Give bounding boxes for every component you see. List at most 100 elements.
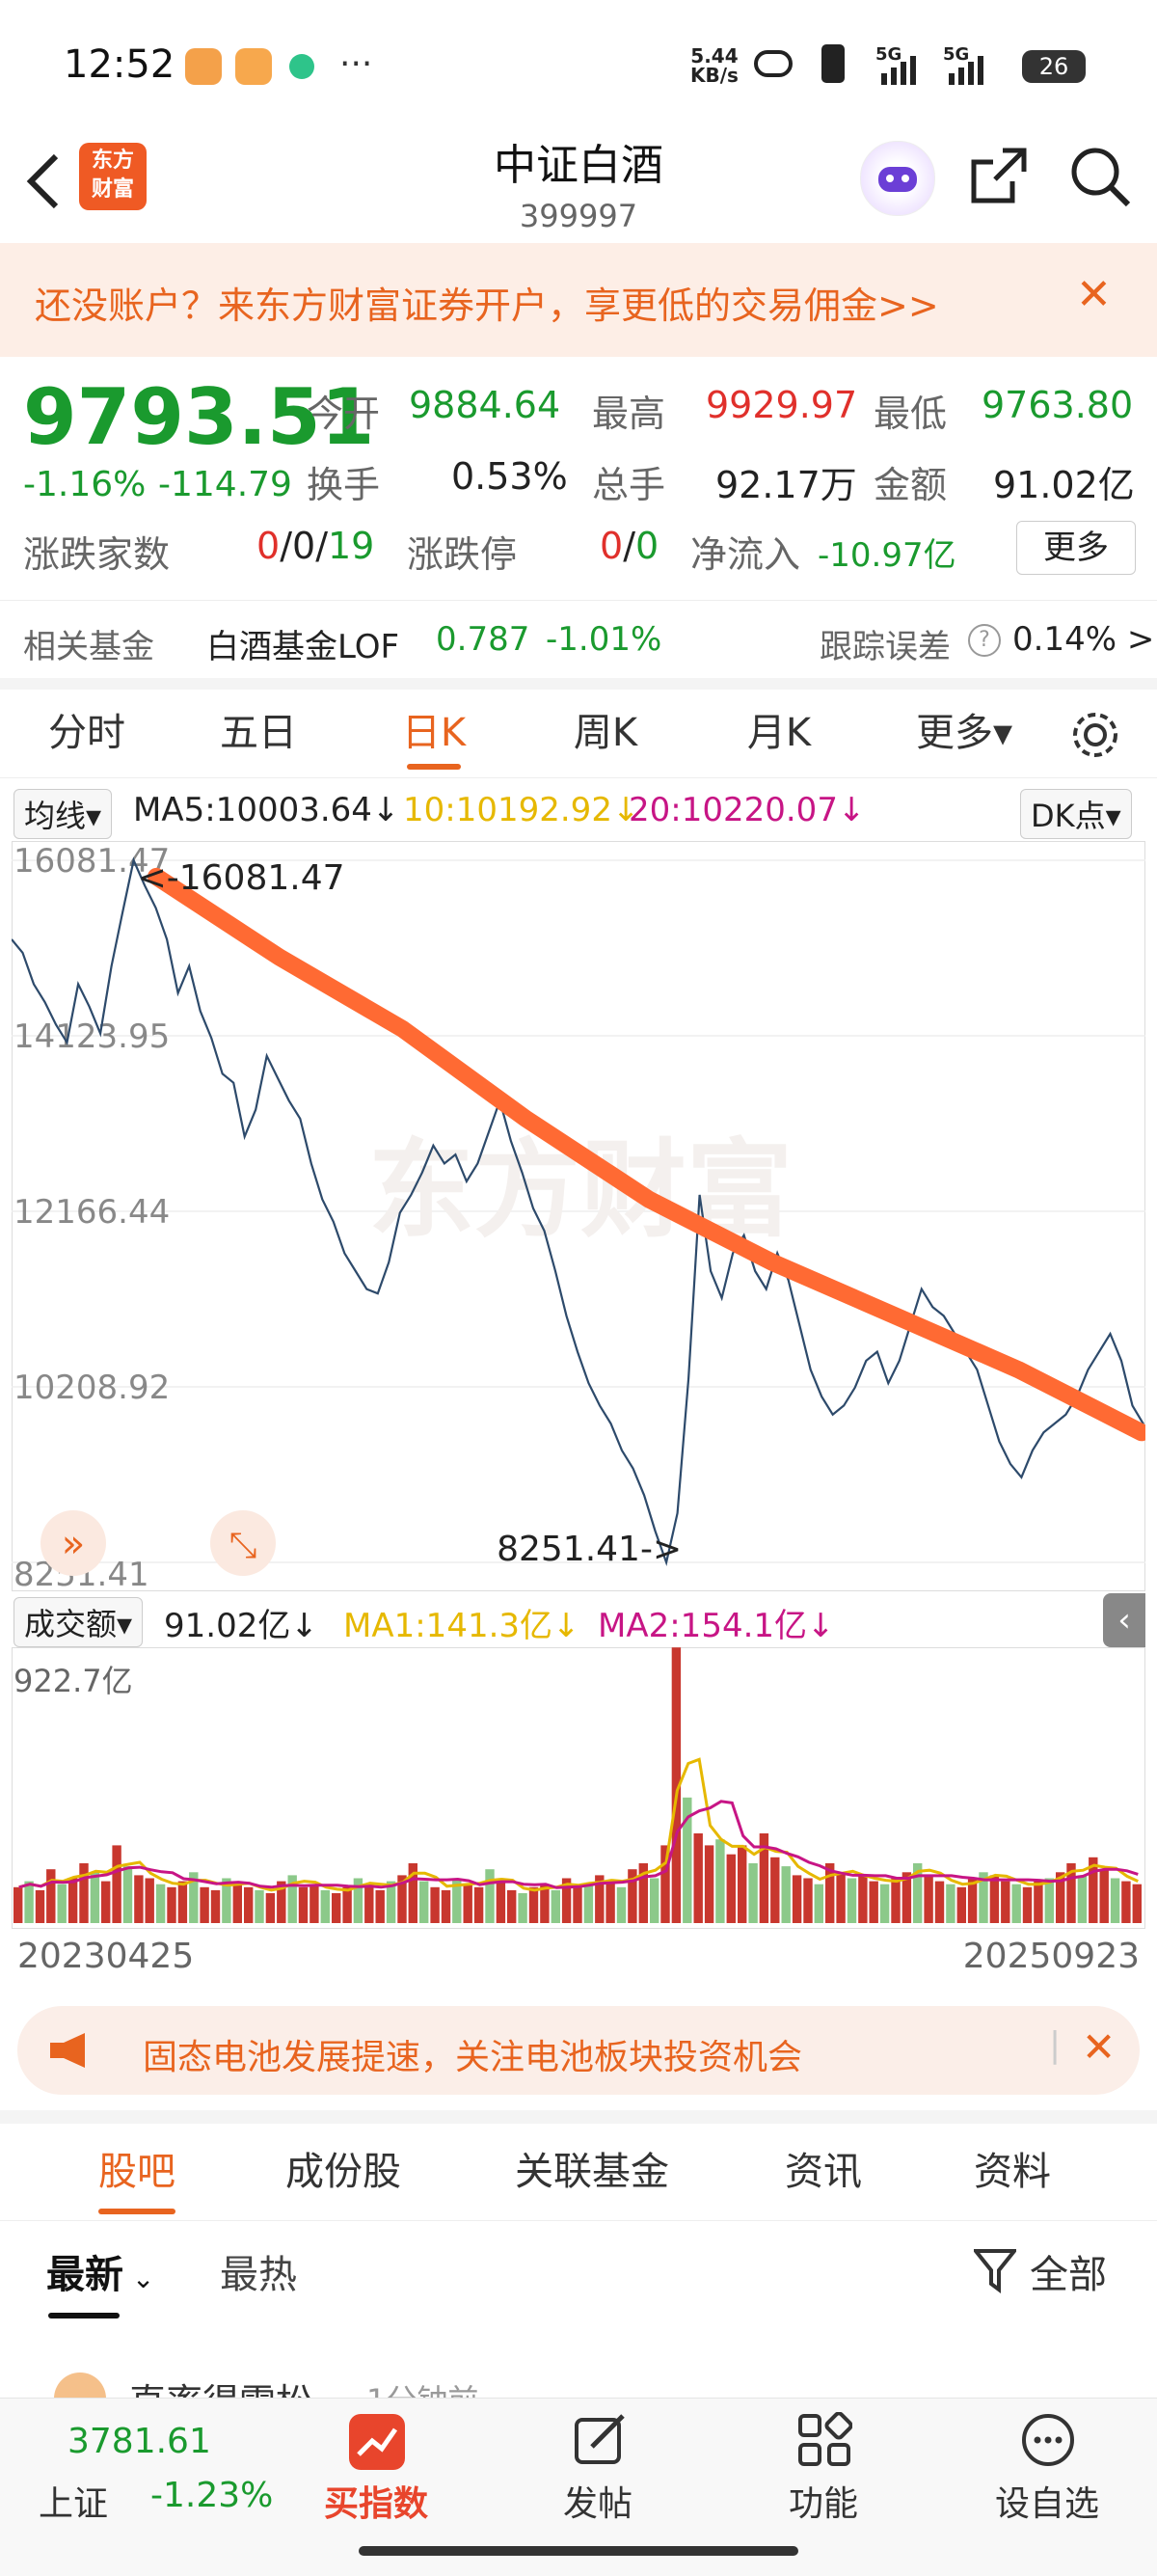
- add-watchlist-button[interactable]: 设自选: [980, 2399, 1115, 2562]
- signal-5g-label: 5G: [875, 44, 902, 65]
- volume-bar: [913, 1863, 923, 1923]
- content-tabs: 股吧 成份股 关联基金 资讯 资料: [0, 2110, 1157, 2221]
- tab-constituents[interactable]: 成份股: [285, 2150, 401, 2194]
- fullscreen-icon[interactable]: ⤡: [210, 1510, 276, 1576]
- volume-bar: [452, 1878, 462, 1923]
- signal-icon: [881, 56, 916, 85]
- price-chart-svg[interactable]: 东方财富 16081.4714123.9512166.4410208.92825…: [11, 840, 1150, 1594]
- account-banner[interactable]: 还没账户？来东方财富证券开户，享更低的交易佣金>> ✕: [0, 243, 1157, 357]
- functions-button[interactable]: 功能: [756, 2399, 891, 2562]
- back-icon[interactable]: [21, 150, 64, 212]
- page-title: 中证白酒: [494, 141, 663, 190]
- collapse-panel-icon[interactable]: ‹: [1103, 1593, 1145, 1647]
- tab-daily-k[interactable]: 日K: [376, 689, 492, 777]
- turnover-label: 换手: [307, 464, 381, 506]
- volume-chart[interactable]: 922.7亿: [11, 1646, 1146, 1930]
- turnover-value: 0.53%: [451, 455, 568, 498]
- volume-bar: [726, 1854, 736, 1923]
- kline-chart[interactable]: 东方财富 16081.4714123.9512166.4410208.92825…: [11, 840, 1150, 1594]
- volume-bar: [1022, 1886, 1033, 1923]
- post-preview[interactable]: 直率得雷松 1分钟前: [0, 2353, 1157, 2425]
- volume-bar: [628, 1869, 637, 1923]
- breadth-value: 0/0/19: [256, 525, 374, 567]
- banner-text[interactable]: 还没账户？来东方财富证券开户，享更低的交易佣金>>: [35, 285, 939, 327]
- ma10-value: 10:10192.92↓: [403, 791, 640, 829]
- volume-bar: [1056, 1872, 1065, 1923]
- volume-bar: [463, 1884, 472, 1923]
- volume-bar: [265, 1893, 276, 1923]
- volume-bar: [616, 1886, 627, 1923]
- y-tick-label: 16081.47: [13, 842, 170, 881]
- sort-latest[interactable]: 最新 ⌄: [46, 2243, 154, 2299]
- related-fund-row[interactable]: 相关基金 白酒基金LOF 0.787 -1.01% 跟踪误差 ? 0.14% >: [0, 600, 1157, 690]
- index-ticker[interactable]: 3781.61 上证 -1.23%: [19, 2399, 280, 2562]
- volume-bar: [1099, 1869, 1109, 1923]
- page-header: 东方 财富 中证白酒 399997: [0, 135, 1157, 241]
- volume-bar: [738, 1845, 747, 1923]
- tab-more[interactable]: 更多▾: [915, 711, 1013, 755]
- volume-selector[interactable]: 成交额▾: [13, 1597, 144, 1647]
- volume-chart-svg[interactable]: 922.7亿: [11, 1646, 1146, 1930]
- battery-icon: 26: [1022, 50, 1086, 83]
- tab-five-day[interactable]: 五日: [220, 711, 297, 755]
- volume-bar: [189, 1872, 199, 1923]
- post-button[interactable]: 发帖: [530, 2399, 665, 2562]
- volume-bar: [441, 1889, 451, 1923]
- current-price: 9793.51: [23, 372, 375, 462]
- tracking-error-value[interactable]: 0.14% >: [1012, 620, 1155, 659]
- assistant-robot-icon[interactable]: [860, 141, 935, 216]
- tab-related-funds[interactable]: 关联基金: [515, 2150, 669, 2194]
- ad-separator: |: [1049, 2025, 1062, 2065]
- close-icon[interactable]: ✕: [1076, 270, 1112, 319]
- filter-all[interactable]: 全部: [1030, 2253, 1107, 2297]
- brand-logo[interactable]: 东方 财富: [79, 143, 147, 210]
- volume-bar: [167, 1886, 176, 1923]
- volume-bar: [781, 1866, 791, 1923]
- vibrate-icon: [821, 44, 845, 83]
- ad-text[interactable]: 固态电池发展提速，关注电池板块投资机会: [143, 2038, 803, 2077]
- share-icon[interactable]: [968, 145, 1030, 206]
- megaphone-icon: [50, 2033, 85, 2068]
- tab-monthly-k[interactable]: 月K: [746, 711, 812, 755]
- fund-name[interactable]: 白酒基金LOF: [206, 628, 400, 666]
- search-icon[interactable]: [1068, 145, 1132, 208]
- settings-gear-icon[interactable]: [1068, 708, 1122, 762]
- volume-bar: [507, 1889, 517, 1923]
- dk-point-selector[interactable]: DK点▾: [1020, 789, 1132, 839]
- change-value: -114.79: [158, 465, 292, 504]
- volume-bar: [638, 1863, 648, 1923]
- tab-profile[interactable]: 资料: [974, 2150, 1051, 2194]
- tracking-error-label: 跟踪误差: [820, 628, 951, 666]
- volume-bar: [277, 1881, 286, 1923]
- help-icon[interactable]: ?: [968, 624, 1001, 657]
- breadth-label: 涨跌家数: [23, 533, 171, 576]
- tab-intraday[interactable]: 分时: [48, 711, 125, 755]
- edit-icon: [575, 2414, 625, 2464]
- tab-news[interactable]: 资讯: [785, 2150, 862, 2194]
- buy-index-button[interactable]: 买指数: [309, 2399, 444, 2562]
- ma-selector[interactable]: 均线▾: [13, 789, 113, 839]
- expand-chart-icon[interactable]: »: [40, 1510, 106, 1576]
- volume-bar: [1034, 1881, 1043, 1923]
- volume-bar: [244, 1886, 254, 1923]
- tab-forum[interactable]: 股吧: [98, 2124, 175, 2220]
- trend-line: [148, 867, 1150, 1442]
- volume-bar: [605, 1881, 615, 1923]
- breadth-sep: /: [315, 525, 328, 567]
- svg-text:⤡: ⤡: [229, 1526, 257, 1565]
- change-percent: -1.16%: [23, 465, 147, 504]
- status-time: 12:52: [64, 42, 175, 87]
- volume-bar: [528, 1886, 539, 1923]
- volume-bar: [715, 1839, 725, 1923]
- close-icon[interactable]: ✕: [1082, 2023, 1117, 2071]
- volume-bar: [430, 1886, 440, 1923]
- sort-hot[interactable]: 最热: [220, 2253, 297, 2297]
- volume-bar: [112, 1845, 121, 1923]
- volume-bar: [485, 1869, 495, 1923]
- volume-bar: [660, 1845, 670, 1923]
- more-button[interactable]: 更多: [1016, 521, 1136, 575]
- promo-ad[interactable]: 固态电池发展提速，关注电池板块投资机会 | ✕: [17, 2006, 1140, 2095]
- volume-bar: [1011, 1884, 1021, 1923]
- filter-icon[interactable]: [974, 2247, 1016, 2293]
- tab-weekly-k[interactable]: 周K: [573, 711, 638, 755]
